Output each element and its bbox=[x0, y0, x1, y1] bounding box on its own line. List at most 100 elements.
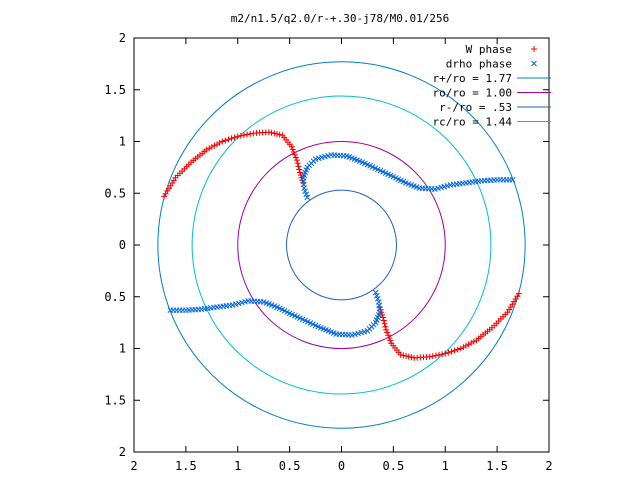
circle-2 bbox=[286, 189, 397, 301]
w-phase-point bbox=[208, 144, 215, 151]
w-phase-point bbox=[292, 154, 299, 161]
drho-phase-point bbox=[302, 188, 309, 195]
w-phase-point bbox=[268, 129, 275, 136]
w-phase-point bbox=[451, 347, 458, 354]
y-tick-label: 2 bbox=[119, 445, 126, 459]
w-phase-point bbox=[276, 131, 283, 138]
drho-phase-point bbox=[374, 295, 381, 302]
w-phase-point bbox=[454, 346, 461, 353]
w-phase-point bbox=[219, 138, 226, 145]
w-phase-point bbox=[442, 350, 449, 357]
x-tick-label: 2 bbox=[545, 459, 552, 473]
w-phase-point bbox=[384, 329, 391, 336]
w-phase-point bbox=[387, 337, 394, 344]
y-tick-label: 0.5 bbox=[104, 290, 126, 304]
legend-label: W phase bbox=[466, 43, 512, 56]
legend-label: drho phase bbox=[446, 58, 512, 71]
w-phase-point bbox=[222, 137, 229, 144]
x-tick-label: 1.5 bbox=[175, 459, 197, 473]
w-phase-point bbox=[400, 352, 407, 359]
y-tick-label: 1 bbox=[119, 135, 126, 149]
w-phase-point bbox=[408, 354, 415, 361]
y-tick-label: 1.5 bbox=[104, 393, 126, 407]
w-phase-point bbox=[206, 145, 213, 152]
legend-label: rc/ro = 1.44 bbox=[433, 116, 513, 129]
w-phase-point bbox=[265, 129, 272, 136]
w-phase-point bbox=[237, 132, 244, 139]
x-tick-label: 1.5 bbox=[486, 459, 508, 473]
w-phase-point bbox=[439, 351, 446, 358]
w-phase-point bbox=[225, 136, 232, 143]
w-phase-point bbox=[240, 132, 247, 139]
w-phase-point bbox=[291, 151, 298, 158]
w-phase-point bbox=[294, 160, 301, 167]
w-phase-point bbox=[470, 338, 477, 345]
w-phase-point bbox=[271, 130, 278, 137]
w-phase-point bbox=[436, 351, 443, 358]
legend-label: r+/ro = 1.77 bbox=[433, 72, 512, 85]
w-phase-point bbox=[293, 157, 300, 164]
x-tick-label: 2 bbox=[130, 459, 137, 473]
w-phase-point bbox=[289, 146, 296, 153]
y-tick-label: 0.5 bbox=[104, 186, 126, 200]
w-phase-point bbox=[386, 334, 393, 341]
x-tick-label: 1 bbox=[234, 459, 241, 473]
w-phase-point bbox=[411, 354, 418, 361]
circle-3 bbox=[191, 95, 492, 395]
chart-title: m2/n1.5/q2.0/r-+.30-j78/M0.01/256 bbox=[231, 12, 450, 25]
w-phase-point bbox=[211, 142, 218, 149]
drho-phase-point bbox=[304, 194, 311, 201]
w-phase-point bbox=[432, 352, 439, 359]
drho-phase-point bbox=[509, 176, 516, 183]
axis-ticks: 2 1.5 1 0.5 0 0.5 1 1.5 221.510.500.511.52 bbox=[104, 31, 552, 473]
x-tick-label: 0.5 bbox=[383, 459, 405, 473]
legend-marker-w-phase bbox=[531, 46, 537, 52]
w-phase-point bbox=[203, 146, 210, 153]
w-phase-point bbox=[214, 141, 220, 148]
legend-label: ro/ro = 1.00 bbox=[433, 87, 512, 100]
w-phase-point bbox=[457, 345, 464, 352]
w-phase-point bbox=[295, 163, 302, 170]
w-phase-point bbox=[463, 342, 469, 349]
w-phase-point bbox=[388, 340, 395, 347]
drho-phase-point bbox=[373, 292, 380, 299]
w-phase-point bbox=[460, 344, 467, 351]
w-phase-point bbox=[429, 353, 436, 360]
w-phase-point bbox=[381, 320, 388, 327]
w-phase-point bbox=[231, 134, 238, 141]
w-phase-point bbox=[473, 337, 480, 344]
w-phase-point bbox=[445, 349, 452, 356]
circle-1 bbox=[237, 141, 446, 349]
circle-0 bbox=[157, 61, 526, 429]
drho-phase-point bbox=[167, 307, 174, 314]
drho-phase-point bbox=[303, 191, 310, 198]
w-phase-point bbox=[383, 326, 390, 333]
y-tick-label: 1.5 bbox=[104, 83, 126, 97]
y-tick-label: 0 bbox=[119, 238, 126, 252]
x-tick-label: 0.5 bbox=[279, 459, 301, 473]
x-tick-label: 0 bbox=[338, 459, 345, 473]
w-phase-point bbox=[385, 332, 392, 339]
w-phase-point bbox=[247, 130, 254, 137]
w-phase-point bbox=[244, 131, 251, 138]
w-phase-point bbox=[288, 143, 295, 150]
legend-label: r-/ro = .53 bbox=[439, 101, 512, 114]
x-tick-label: 1 bbox=[442, 459, 449, 473]
w-phase-point bbox=[290, 149, 297, 156]
w-phase-point bbox=[228, 135, 235, 142]
w-phase-point bbox=[403, 352, 410, 359]
y-tick-label: 1 bbox=[119, 342, 126, 356]
w-phase-point bbox=[382, 323, 389, 330]
drho-phase-point bbox=[372, 289, 379, 296]
w-phase-point bbox=[405, 353, 412, 360]
w-phase-point bbox=[273, 131, 280, 138]
w-phase-point bbox=[465, 341, 472, 348]
y-tick-label: 2 bbox=[119, 31, 126, 45]
phase-points bbox=[161, 129, 522, 361]
legend-marker-drho-phase bbox=[531, 60, 537, 67]
w-phase-point bbox=[468, 339, 475, 346]
w-phase-point bbox=[234, 133, 241, 140]
w-phase-point bbox=[448, 348, 455, 355]
